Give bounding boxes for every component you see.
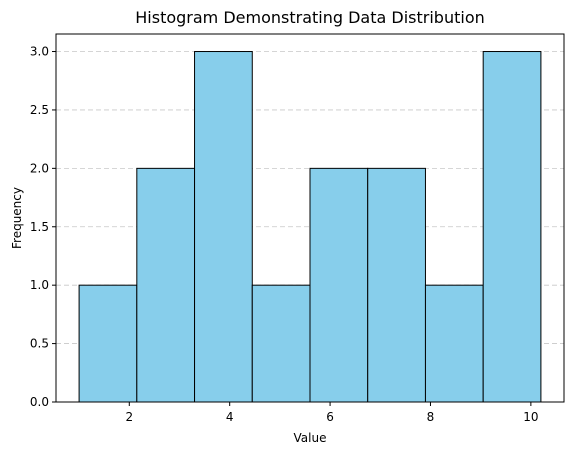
plot-area: 2 4 6 8 10 0.0 0.5 1.0 1.5 2.0 2.5 3.0 xyxy=(30,33,565,424)
histogram-bar-7 xyxy=(424,284,484,403)
y-tick-label-1: 0.5 xyxy=(30,337,49,351)
x-axis-label: Value xyxy=(294,431,327,445)
y-axis-ticks: 0.0 0.5 1.0 1.5 2.0 2.5 3.0 xyxy=(30,45,56,409)
x-tick-label-0: 2 xyxy=(125,410,133,424)
histogram-bar-3 xyxy=(194,51,253,403)
histogram-bar-6 xyxy=(367,167,426,403)
x-tick-label-2: 6 xyxy=(326,410,334,424)
x-tick-label-3: 8 xyxy=(427,410,435,424)
y-axis-label: Frequency xyxy=(10,187,24,249)
axes-frame xyxy=(55,33,565,403)
y-tick-label-6: 3.0 xyxy=(30,45,49,59)
y-tick-label-4: 2.0 xyxy=(30,161,49,175)
y-tick-label-2: 1.0 xyxy=(30,278,49,292)
chart-title: Histogram Demonstrating Data Distributio… xyxy=(135,8,485,27)
histogram-bar-1 xyxy=(78,284,138,403)
histogram-bars xyxy=(78,51,542,403)
x-tick-label-1: 4 xyxy=(226,410,234,424)
histogram-bar-5 xyxy=(309,167,369,403)
x-tick-label-4: 10 xyxy=(523,410,538,424)
histogram-bar-2 xyxy=(136,167,196,403)
histogram-bar-8 xyxy=(482,51,542,403)
x-axis-ticks: 2 4 6 8 10 xyxy=(125,402,539,424)
histogram-bar-4 xyxy=(251,284,311,403)
y-tick-label-5: 2.5 xyxy=(30,103,49,117)
y-tick-label-3: 1.5 xyxy=(30,220,49,234)
y-tick-label-0: 0.0 xyxy=(30,395,49,409)
